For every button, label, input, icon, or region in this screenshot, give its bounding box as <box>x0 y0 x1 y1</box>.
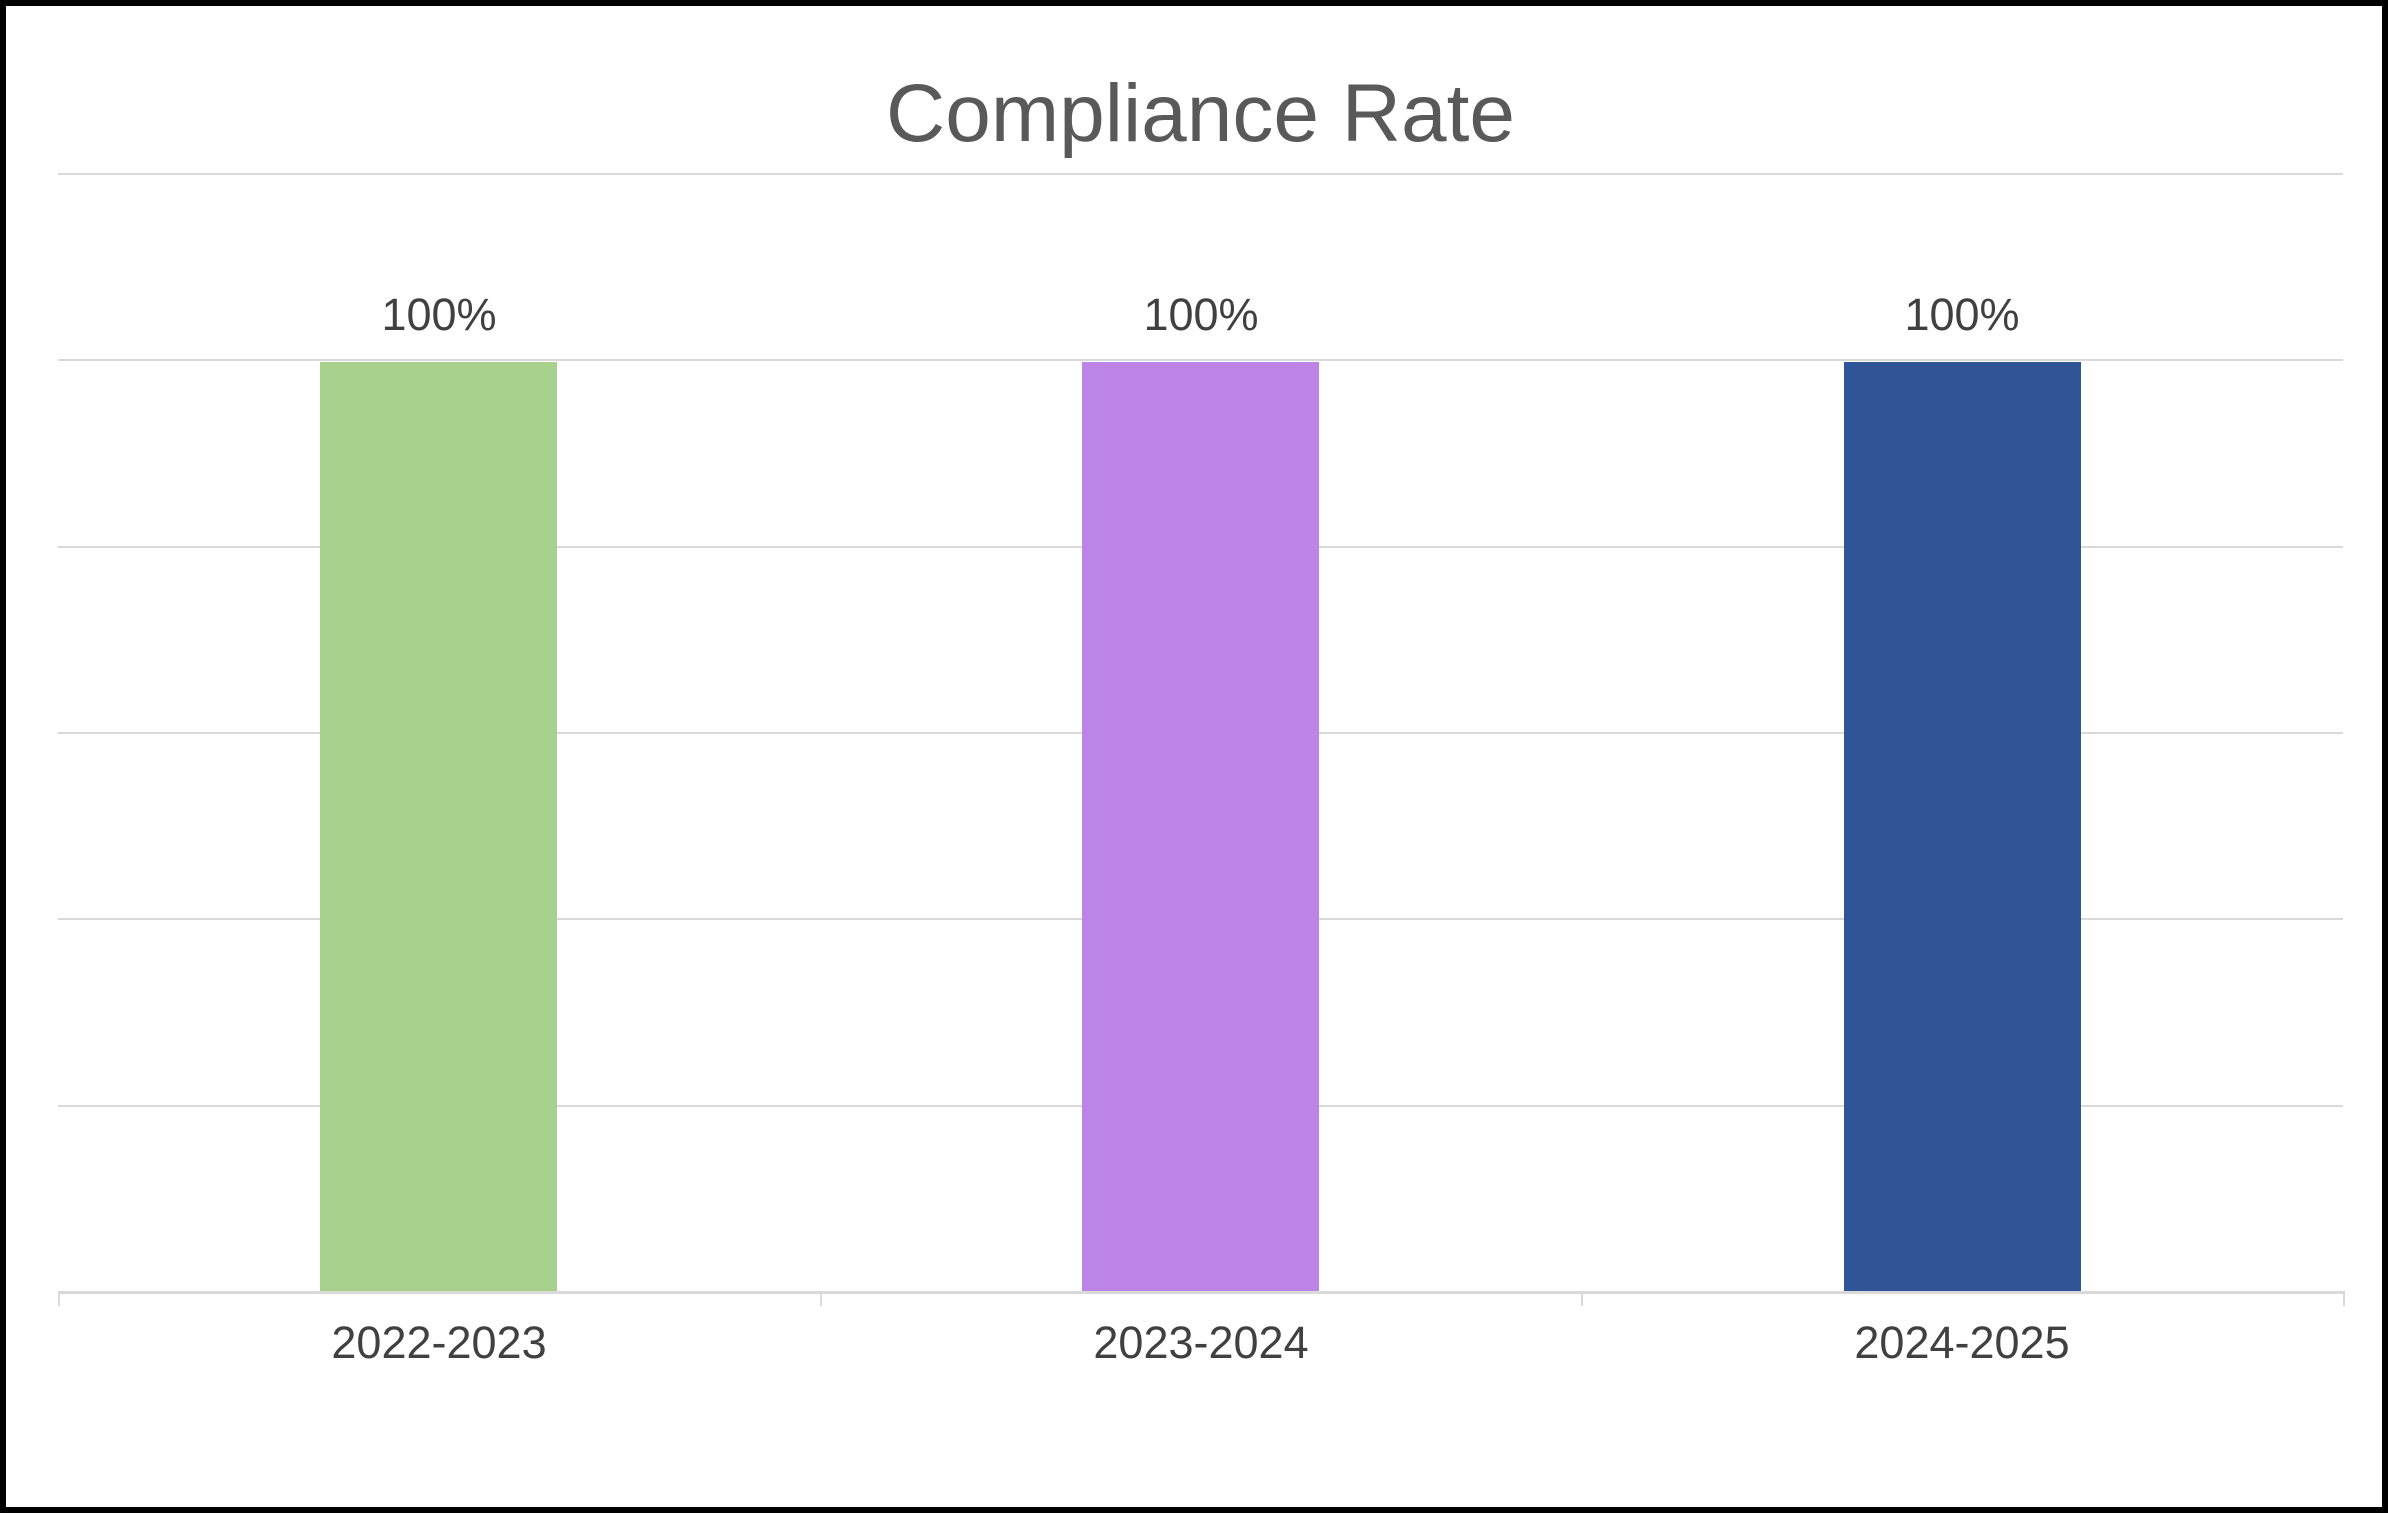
data-label: 100% <box>381 289 497 340</box>
data-label: 100% <box>1143 289 1259 340</box>
bar-2023-2024 <box>1082 362 1319 1291</box>
x-axis-tick <box>820 1291 822 1306</box>
bar-2022-2023 <box>320 362 557 1291</box>
x-axis-tick <box>58 1291 60 1306</box>
category-label: 2023-2024 <box>1093 1317 1309 1368</box>
gridline <box>58 359 2343 361</box>
x-axis-tick <box>2343 1291 2345 1306</box>
bar-2024-2025 <box>1844 362 2081 1291</box>
data-label: 100% <box>1904 289 2020 340</box>
chart-title: Compliance Rate <box>886 68 1515 159</box>
category-label: 2024-2025 <box>1854 1317 2070 1368</box>
category-label: 2022-2023 <box>331 1317 547 1368</box>
x-axis-line <box>58 1291 2343 1294</box>
gridline <box>58 173 2343 175</box>
x-axis-tick <box>1581 1291 1583 1306</box>
